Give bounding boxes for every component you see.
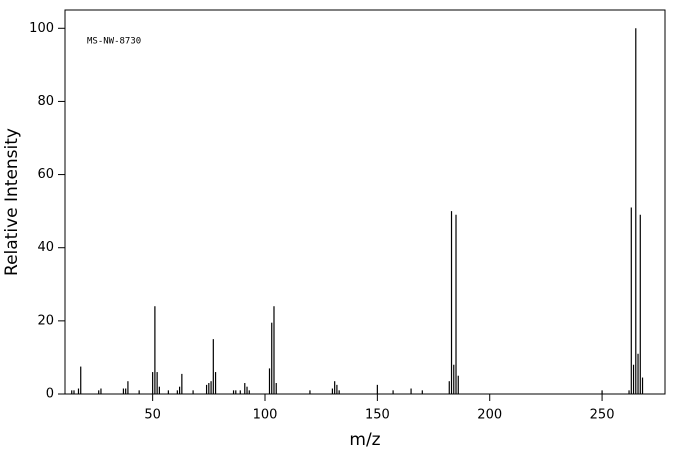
- y-tick-label: 100: [29, 21, 54, 36]
- y-tick-label: 0: [46, 387, 54, 402]
- x-tick-label: 50: [144, 408, 161, 423]
- x-tick-label: 200: [477, 408, 502, 423]
- x-tick-label: 150: [365, 408, 390, 423]
- x-axis-label: m/z: [349, 430, 380, 450]
- y-axis-label: Relative Intensity: [2, 128, 22, 276]
- x-tick-label: 100: [253, 408, 278, 423]
- y-tick-label: 80: [37, 94, 54, 109]
- annotation: MS-NW-8730: [87, 37, 141, 47]
- y-tick-label: 40: [37, 240, 54, 255]
- y-tick-label: 20: [37, 313, 54, 328]
- x-tick-label: 250: [590, 408, 615, 423]
- plot-frame: [64, 9, 666, 395]
- y-tick-label: 60: [37, 167, 54, 182]
